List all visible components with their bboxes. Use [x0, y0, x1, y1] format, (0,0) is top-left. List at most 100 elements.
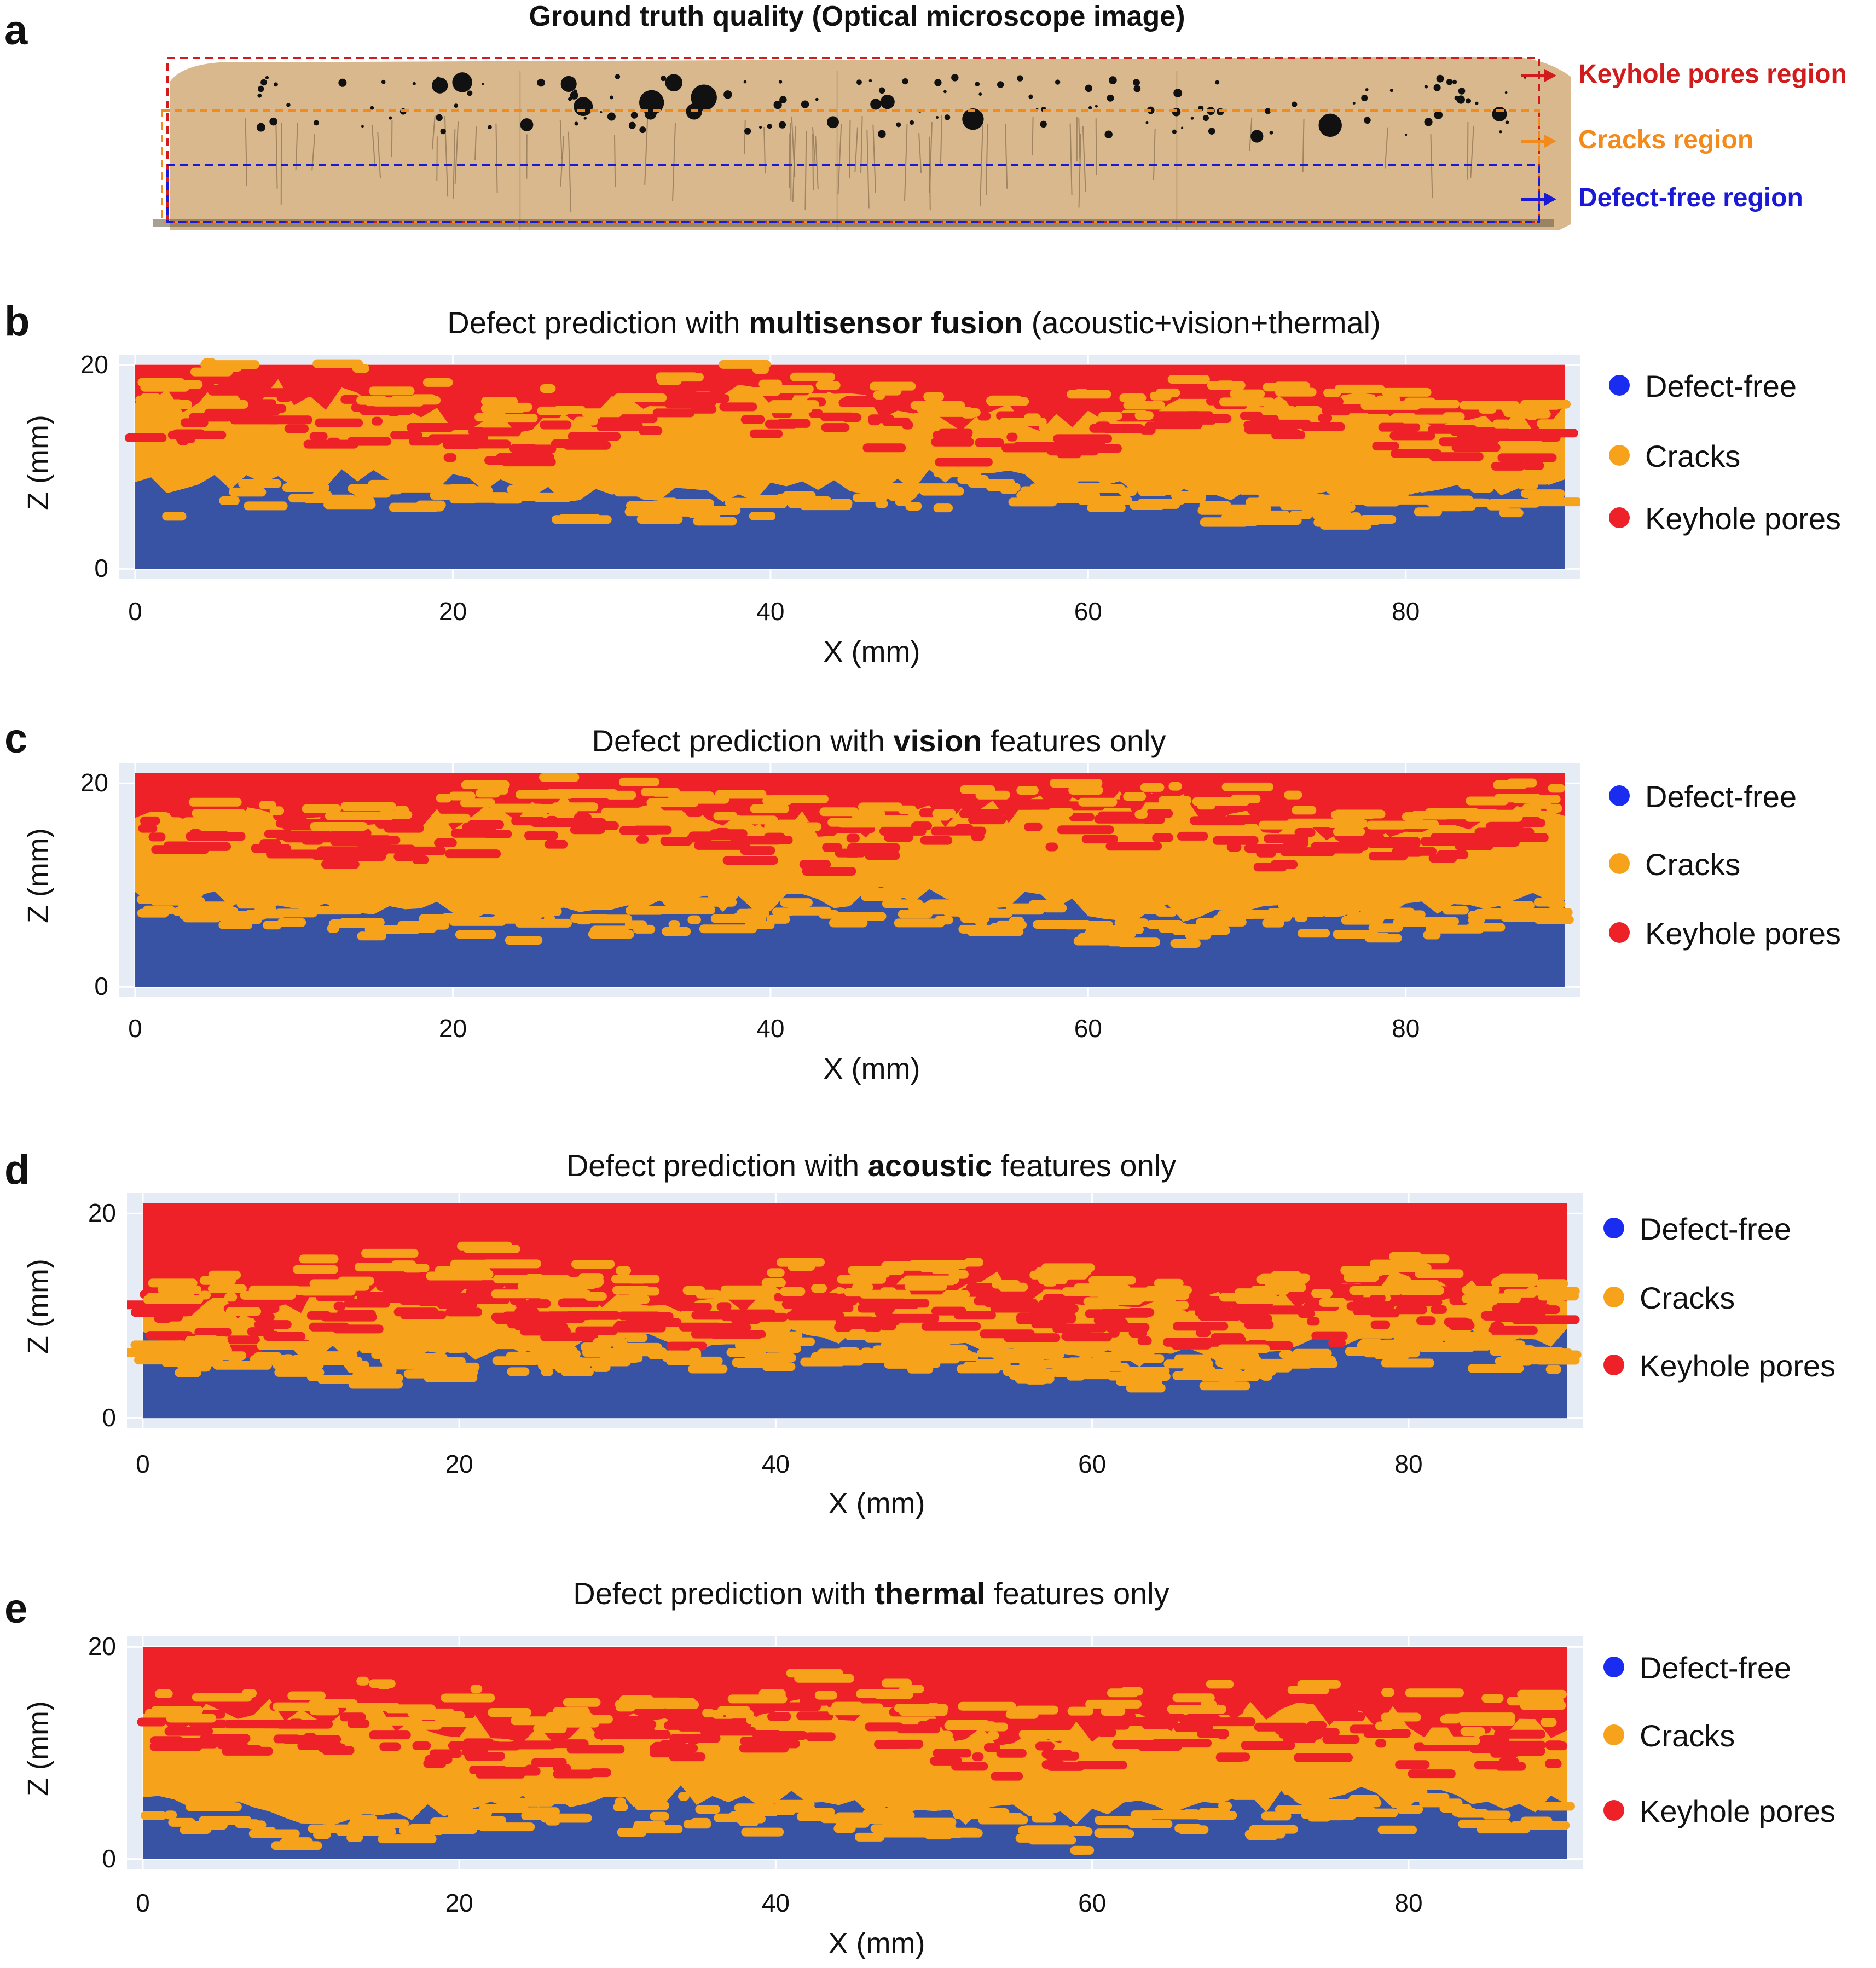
keyhole-point	[733, 1310, 746, 1319]
cracks-point	[1334, 384, 1385, 393]
keyhole-point	[1212, 836, 1259, 845]
keyhole-point	[1429, 452, 1484, 461]
cracks-point	[588, 930, 634, 939]
pore	[773, 101, 782, 109]
keyhole-point	[1178, 1715, 1221, 1724]
keyhole-point	[1439, 437, 1464, 447]
cracks-point	[1460, 401, 1520, 410]
cracks-point	[327, 924, 340, 933]
cracks-point	[424, 1373, 478, 1382]
cracks-point	[378, 1834, 437, 1844]
crack-line	[295, 123, 298, 170]
cracks-point	[1049, 779, 1103, 788]
cracks-point	[350, 485, 403, 495]
keyhole-point	[1311, 1331, 1348, 1340]
cracks-point	[831, 1701, 864, 1711]
keyhole-point	[749, 1739, 800, 1749]
cracks-point	[1098, 412, 1122, 421]
keyhole-point	[1045, 1751, 1080, 1761]
keyhole-point	[379, 1742, 401, 1751]
keyhole-point	[772, 1702, 821, 1711]
cracks-point	[201, 1340, 224, 1350]
pore	[454, 103, 459, 108]
pore	[1107, 94, 1114, 102]
cracks-point	[532, 1346, 574, 1356]
cracks-point	[587, 1715, 613, 1724]
cracks-point	[767, 1268, 785, 1277]
cracks-point	[715, 790, 767, 799]
crack-line	[837, 124, 842, 194]
keyhole-point	[954, 824, 974, 833]
keyhole-point	[821, 423, 850, 432]
pore	[440, 128, 446, 135]
keyhole-point	[931, 437, 974, 447]
cracks-point	[199, 1816, 252, 1825]
cracks-point	[541, 1814, 592, 1823]
pore	[482, 83, 484, 85]
keyhole-point	[825, 1303, 854, 1312]
cracks-point	[1295, 908, 1325, 917]
cracks-point	[1301, 1810, 1313, 1819]
legend-item-keyhole-pores: Keyhole pores	[1609, 918, 1841, 949]
keyhole-point	[842, 396, 876, 405]
keyhole-point	[1456, 434, 1500, 443]
keyhole-point	[1024, 822, 1043, 831]
keyhole-point	[1301, 422, 1345, 431]
xtick-label: 20	[438, 597, 467, 626]
pore	[1361, 95, 1368, 101]
cracks-point	[1387, 495, 1441, 505]
cracks-point	[1481, 1694, 1504, 1703]
cracks-point	[1155, 1810, 1200, 1819]
pore	[361, 125, 364, 128]
keyhole-point	[1448, 1321, 1475, 1330]
keyhole-point	[1209, 1717, 1256, 1727]
keyhole-point	[1226, 843, 1242, 852]
crack-line	[1069, 123, 1073, 195]
crack-line	[559, 120, 563, 160]
keyhole-point	[247, 1327, 275, 1336]
cracks-point	[811, 1284, 827, 1293]
keyhole-point	[938, 428, 973, 437]
cracks-point	[1015, 1705, 1058, 1715]
keyhole-point	[222, 1746, 273, 1756]
keyhole-point	[373, 844, 416, 854]
keyhole-point	[765, 419, 798, 429]
cracks-point	[758, 379, 783, 389]
cracks-point	[1258, 820, 1294, 830]
keyhole-point	[835, 848, 866, 858]
cracks-point	[1377, 910, 1426, 919]
keyhole-point	[1029, 1307, 1075, 1317]
cracks-point	[1411, 811, 1471, 820]
crack-line	[940, 115, 942, 166]
pore	[389, 116, 392, 120]
keyhole-point	[1490, 1322, 1504, 1331]
pore	[1389, 89, 1393, 92]
keyhole-point	[1045, 842, 1058, 852]
cracks-point	[1522, 803, 1542, 813]
cracks-point	[1466, 923, 1506, 932]
region-arrow-0	[1521, 69, 1556, 82]
cracks-point	[833, 1824, 856, 1833]
cracks-point	[1349, 1286, 1403, 1295]
crack-line	[453, 129, 456, 199]
cracks-point	[986, 482, 1017, 491]
cracks-point	[199, 1351, 247, 1361]
pore	[1452, 79, 1457, 84]
pore	[630, 112, 638, 119]
cracks-point	[188, 797, 242, 807]
sample-body	[170, 57, 1571, 230]
pore	[661, 76, 667, 82]
cracks-point	[154, 1689, 173, 1698]
pore	[944, 114, 951, 120]
keyhole-point	[1544, 1759, 1562, 1768]
cracks-point	[186, 1802, 242, 1811]
cracks-point	[464, 1368, 478, 1377]
cracks-point	[626, 1333, 648, 1342]
keyhole-point	[227, 1335, 260, 1345]
cracks-point	[1521, 489, 1565, 499]
keyhole-point	[275, 1720, 333, 1729]
cracks-point	[615, 1266, 632, 1275]
keyhole-point	[570, 825, 604, 835]
legend-item-defect-free: Defect-free	[1603, 1214, 1791, 1245]
crack-line	[1153, 129, 1156, 180]
